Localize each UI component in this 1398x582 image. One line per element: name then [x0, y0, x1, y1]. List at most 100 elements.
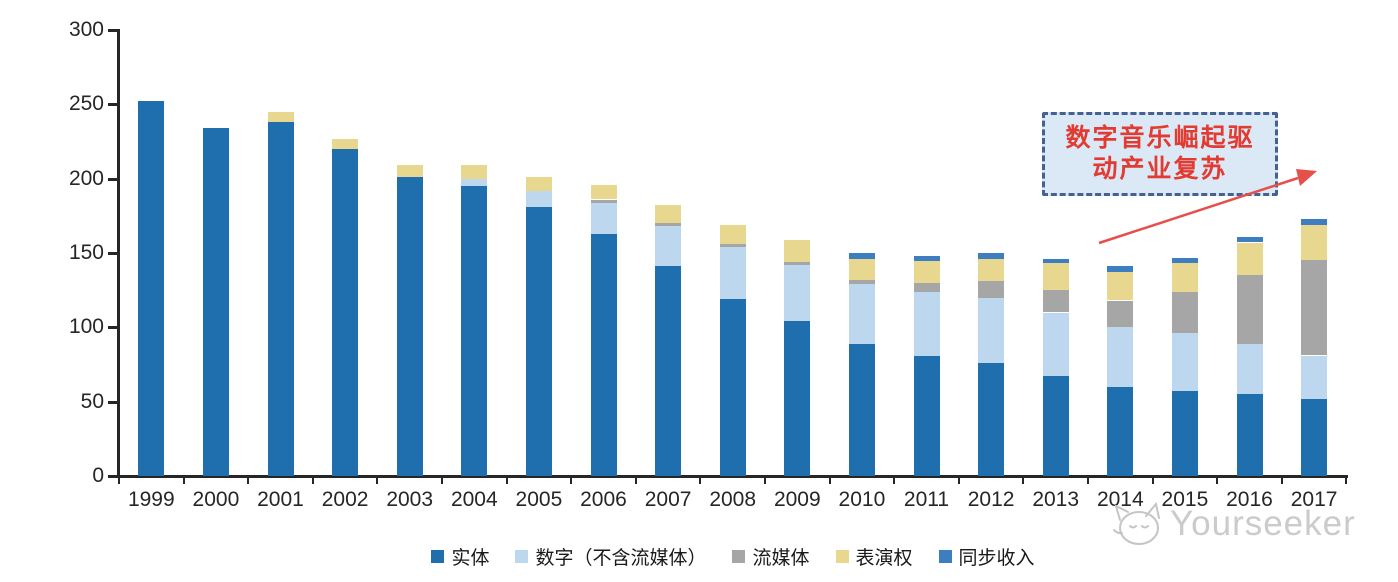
bar-segment-2012-performance: [978, 258, 1005, 282]
bar-segment-2002-physical: [332, 148, 359, 476]
bar-segment-2016-streaming: [1236, 275, 1263, 344]
y-tick-label: 150: [68, 241, 104, 264]
bar-segment-2005-physical: [525, 206, 552, 476]
bar-segment-2002-performance: [332, 138, 359, 149]
x-tick-label: 2003: [386, 488, 434, 511]
bar-segment-1999-physical: [138, 101, 165, 476]
bar-segment-2003-performance: [396, 165, 423, 178]
x-tick-label: 2005: [515, 488, 563, 511]
bar-segment-2004-digital: [461, 178, 488, 187]
bar-segment-2010-performance: [848, 258, 875, 280]
y-tick-mark: [108, 326, 118, 330]
legend-label-streaming: 流媒体: [752, 548, 810, 569]
x-tick-label: 2012: [967, 488, 1015, 511]
bar-segment-2013-streaming: [1042, 290, 1069, 313]
y-tick-label: 0: [92, 464, 104, 487]
bar-segment-2016-performance: [1236, 242, 1263, 276]
bar-segment-2004-performance: [461, 165, 488, 179]
y-tick-mark: [108, 475, 118, 478]
chart-legend: 实体 数字（不含流媒体） 流媒体 表演权 同步收入: [119, 543, 1347, 570]
x-tick-mark: [764, 477, 766, 484]
bar-segment-2006-performance: [590, 184, 617, 200]
y-tick-label: 300: [68, 18, 104, 41]
x-tick-label: 2006: [580, 488, 627, 511]
annotation-callout: 数字音乐崛起驱 动产业复苏: [1042, 112, 1278, 196]
legend-swatch-sync: [938, 550, 952, 563]
bar-segment-2014-streaming: [1107, 300, 1134, 328]
x-tick-label: 1999: [127, 488, 175, 511]
bar-segment-2009-digital: [784, 264, 811, 322]
bar-segment-2006-digital: [590, 202, 617, 234]
x-tick-label: 2007: [644, 488, 692, 511]
x-tick-label: 2004: [450, 488, 498, 511]
x-tick-mark: [634, 477, 637, 484]
legend-label-performance: 表演权: [855, 548, 913, 569]
x-tick-label: 2002: [321, 488, 369, 511]
bar-segment-2003-physical: [396, 177, 423, 476]
bar-segment-2013-digital: [1042, 312, 1069, 377]
bar-segment-2017-physical: [1301, 398, 1328, 476]
bar-segment-2015-performance: [1171, 263, 1198, 292]
bar-segment-2011-physical: [913, 355, 940, 476]
bar-segment-2010-streaming: [848, 279, 875, 285]
x-tick-mark: [505, 477, 508, 484]
bar-segment-2008-streaming: [719, 244, 746, 248]
bar-segment-2005-digital: [525, 190, 552, 207]
bar-segment-2015-physical: [1171, 391, 1198, 476]
y-tick-mark: [108, 103, 118, 107]
y-tick-label: 100: [68, 315, 104, 339]
y-tick-label: 50: [80, 389, 104, 413]
bar-segment-2012-streaming: [978, 281, 1005, 298]
bar-segment-2008-digital: [719, 247, 746, 300]
x-tick-mark: [1280, 477, 1283, 484]
bar-segment-2001-physical: [267, 122, 294, 476]
y-tick-label: 200: [68, 166, 104, 190]
x-tick-label: 2014: [1096, 488, 1144, 511]
y-tick-label: 250: [68, 92, 104, 116]
legend-swatch-streaming: [732, 550, 746, 563]
bar-segment-2006-physical: [590, 233, 617, 476]
bar-segment-2016-sync: [1236, 236, 1263, 243]
x-tick-mark: [957, 477, 960, 484]
bar-segment-2012-digital: [978, 297, 1005, 363]
x-tick-mark: [1216, 477, 1219, 484]
legend-swatch-physical: [431, 550, 445, 563]
watermark: Yourseeker: [1112, 500, 1356, 548]
annotation-line-1: 数字音乐崛起驱: [1065, 125, 1255, 152]
x-tick-label: 2011: [903, 488, 950, 511]
y-tick-mark: [108, 29, 118, 32]
bar-segment-2009-streaming: [784, 261, 811, 265]
x-axis-line: [117, 475, 1348, 478]
x-tick-mark: [570, 477, 573, 484]
bar-segment-2013-sync: [1042, 258, 1069, 264]
bar-segment-2011-sync: [913, 256, 940, 261]
x-tick-label: 2015: [1161, 488, 1209, 511]
x-tick-mark: [182, 477, 185, 484]
bar-segment-2014-performance: [1107, 272, 1134, 301]
bar-segment-2011-digital: [913, 291, 940, 356]
yourseeker-logo-icon: [1113, 501, 1160, 545]
x-tick-mark: [1087, 477, 1089, 484]
bar-segment-2004-physical: [461, 186, 488, 476]
x-tick-label: 2000: [192, 488, 240, 511]
x-tick-mark: [828, 477, 831, 484]
bar-segment-2017-performance: [1301, 224, 1328, 261]
bar-segment-2010-sync: [848, 253, 875, 259]
bar-segment-2016-digital: [1236, 343, 1263, 395]
x-tick-label: 2008: [709, 488, 757, 511]
y-tick-mark: [108, 400, 118, 404]
x-tick-mark: [247, 477, 250, 484]
legend-swatch-performance: [835, 550, 849, 563]
bar-segment-2014-sync: [1107, 266, 1134, 273]
bar-segment-2000-physical: [202, 128, 229, 476]
bar-segment-2005-performance: [525, 177, 552, 191]
y-tick-mark: [108, 177, 118, 181]
bar-segment-2014-physical: [1107, 386, 1134, 476]
legend-item-performance: 表演权: [835, 543, 913, 570]
bar-segment-2012-physical: [978, 363, 1005, 476]
bar-segment-2007-performance: [655, 205, 682, 224]
y-axis-line: [117, 29, 120, 478]
legend-item-streaming: 流媒体: [732, 543, 810, 570]
bar-segment-2017-sync: [1301, 218, 1328, 225]
